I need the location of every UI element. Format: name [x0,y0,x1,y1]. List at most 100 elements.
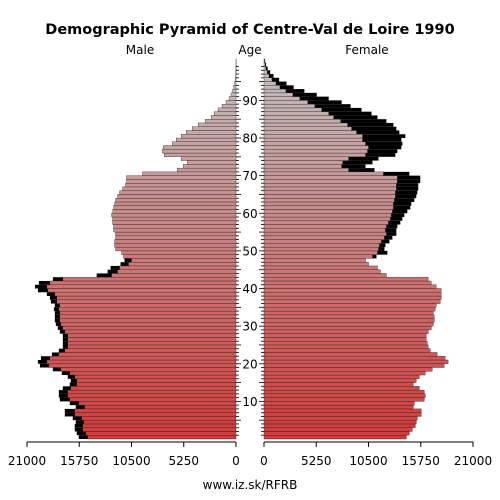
female-bar-age-3 [263,423,416,428]
male-bar-age-31 [59,318,237,323]
male-bar-age-72 [183,164,237,169]
male-bar-age-19 [48,363,237,368]
female-excess-age-86 [328,111,372,116]
male-x-tick-label: 5250 [168,454,199,468]
male-bar-age-42 [62,277,237,282]
female-excess-age-73 [342,160,373,165]
female-excess-age-84 [340,119,387,123]
male-bar-age-43 [111,273,237,278]
female-bar-age-86 [263,111,329,116]
female-excess-age-74 [348,156,379,161]
female-x-tick-label: 0 [260,454,268,468]
male-bar-age-50 [115,246,237,252]
female-bar-age-72 [263,164,342,169]
male-bar-age-69 [126,175,237,180]
male-bar-age-22 [58,352,237,357]
female-bar-age-17 [263,371,426,376]
male-bar-age-80 [181,134,237,139]
male-bar-age-34 [58,307,237,312]
male-bar-age-66 [122,186,237,191]
female-bar-age-28 [263,329,429,334]
female-bar-age-58 [263,216,391,221]
male-excess-age-32 [54,314,60,319]
female-bar-age-95 [263,77,273,82]
female-bar-age-78 [263,141,366,146]
male-bar-age-55 [113,228,237,233]
female-bar-age-64 [263,194,396,199]
male-excess-age-41 [38,280,50,285]
male-bar-age-40 [46,284,237,289]
male-bar-age-60 [112,209,237,214]
female-excess-age-71 [348,168,375,172]
male-bar-age-5 [81,416,237,421]
male-excess-age-40 [34,284,47,289]
female-x-tick-label: 15750 [402,454,440,468]
female-bar-age-94 [263,81,277,86]
male-bar-age-35 [59,303,237,308]
female-excess-age-67 [396,183,419,187]
female-bar-age-88 [263,103,315,109]
age-tick-label: 30 [242,320,257,334]
male-excess-age-12 [58,390,68,394]
female-excess-age-78 [365,141,403,146]
female-bar-age-30 [263,322,434,327]
male-bar-age-89 [225,100,237,105]
female-excess-age-70 [383,171,410,176]
female-bar-age-89 [263,100,308,105]
male-bars [34,58,237,440]
male-label: Male [126,43,154,57]
female-bar-age-19 [263,363,445,368]
female-bar-age-48 [263,254,373,259]
female-bar-age-75 [263,152,366,157]
male-bar-age-76 [162,149,237,154]
female-excess-age-48 [372,254,377,259]
female-excess-age-51 [379,243,386,248]
male-excess-age-36 [50,299,57,304]
male-bar-age-63 [115,198,237,203]
female-bar-age-100 [263,58,265,63]
female-bar-age-16 [263,374,420,379]
male-excess-age-25 [62,341,68,345]
male-excess-age-9 [69,401,79,406]
male-excess-age-44 [107,269,118,274]
male-bar-age-33 [59,310,237,316]
male-excess-age-19 [39,363,49,368]
male-bar-age-73 [187,160,237,165]
male-excess-age-2 [74,427,83,432]
female-excess-age-94 [275,81,287,86]
male-excess-age-16 [67,375,75,379]
female-bar-age-57 [263,220,389,225]
male-bar-age-82 [192,126,237,131]
male-excess-age-15 [70,378,77,383]
male-bar-age-7 [74,408,237,413]
female-bar-age-92 [263,88,287,94]
male-excess-age-24 [62,344,68,349]
age-label: Age [238,43,261,57]
female-excess-age-75 [365,153,396,157]
female-bar-age-61 [263,205,394,210]
female-bar-age-79 [263,137,363,142]
female-bar-age-12 [263,389,425,395]
female-excess-age-79 [362,138,402,142]
female-excess-age-89 [307,100,342,105]
age-tick-label: 70 [242,169,257,183]
male-excess-age-43 [96,273,112,278]
male-excess-age-34 [53,307,59,312]
male-bar-age-81 [186,130,237,135]
female-excess-age-60 [392,209,408,214]
female-bar-age-74 [263,156,349,161]
female-bar-age-15 [263,378,417,383]
x-axes: 21000 15750 10500 5250 0 0 5250 10500 15750 21000 [8,441,492,468]
male-bar-age-46 [128,261,237,267]
female-excess-age-64 [395,194,417,199]
male-bar-age-95 [235,77,237,82]
male-excess-age-29 [57,326,63,330]
male-bar-age-2 [82,427,237,432]
male-bar-age-91 [230,92,237,97]
male-bar-age-32 [59,314,237,319]
female-excess-age-97 [267,70,271,75]
male-excess-age-0 [78,435,88,439]
female-excess-age-62 [393,201,412,206]
female-bar-age-60 [263,209,393,214]
